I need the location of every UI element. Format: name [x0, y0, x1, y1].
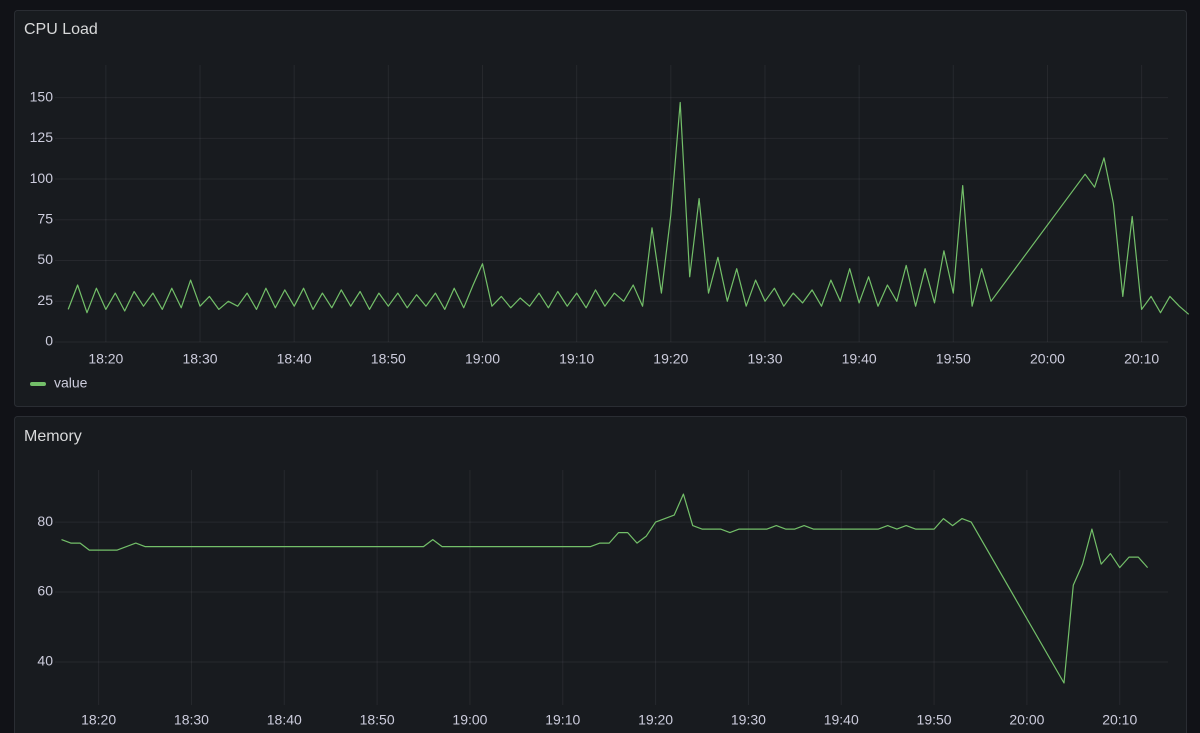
- y-tick-label: 80: [37, 513, 53, 529]
- legend-label: value: [54, 375, 88, 391]
- x-tick-label: 19:20: [653, 351, 688, 367]
- x-tick-label: 18:40: [277, 351, 312, 367]
- x-tick-label: 19:30: [731, 712, 766, 728]
- x-tick-label: 19:00: [465, 351, 500, 367]
- x-tick-label: 19:50: [917, 712, 952, 728]
- y-tick-label: 40: [37, 653, 53, 669]
- panel-title: CPU Load: [24, 21, 98, 38]
- x-tick-label: 19:10: [545, 712, 580, 728]
- panel: [14, 416, 1187, 733]
- x-tick-label: 19:10: [559, 351, 594, 367]
- x-tick-label: 20:10: [1102, 712, 1137, 728]
- x-tick-label: 18:30: [182, 351, 217, 367]
- data-line: [67, 101, 1190, 315]
- x-tick-label: 20:00: [1030, 351, 1065, 367]
- y-tick-label: 150: [30, 88, 54, 104]
- x-tick-label: 18:20: [81, 712, 116, 728]
- x-tick-label: 19:20: [638, 712, 673, 728]
- x-tick-label: 18:30: [174, 712, 209, 728]
- x-tick-label: 20:10: [1124, 351, 1159, 367]
- x-tick-label: 18:50: [371, 351, 406, 367]
- panel-title: Memory: [24, 428, 82, 445]
- x-tick-label: 18:40: [267, 712, 302, 728]
- y-tick-label: 0: [45, 333, 53, 349]
- x-tick-label: 18:50: [360, 712, 395, 728]
- x-tick-label: 20:00: [1009, 712, 1044, 728]
- y-tick-label: 75: [37, 210, 53, 226]
- data-line: [61, 493, 1149, 684]
- y-tick-label: 50: [37, 251, 53, 267]
- y-tick-label: 100: [30, 170, 54, 186]
- x-tick-label: 19:40: [824, 712, 859, 728]
- x-tick-label: 19:40: [842, 351, 877, 367]
- panel: [14, 10, 1187, 407]
- y-tick-label: 125: [30, 129, 54, 145]
- x-tick-label: 18:20: [88, 351, 123, 367]
- legend-swatch: [30, 382, 46, 386]
- x-tick-label: 19:00: [452, 712, 487, 728]
- x-tick-label: 19:50: [936, 351, 971, 367]
- x-tick-label: 19:30: [747, 351, 782, 367]
- y-tick-label: 25: [37, 292, 53, 308]
- y-tick-label: 60: [37, 583, 53, 599]
